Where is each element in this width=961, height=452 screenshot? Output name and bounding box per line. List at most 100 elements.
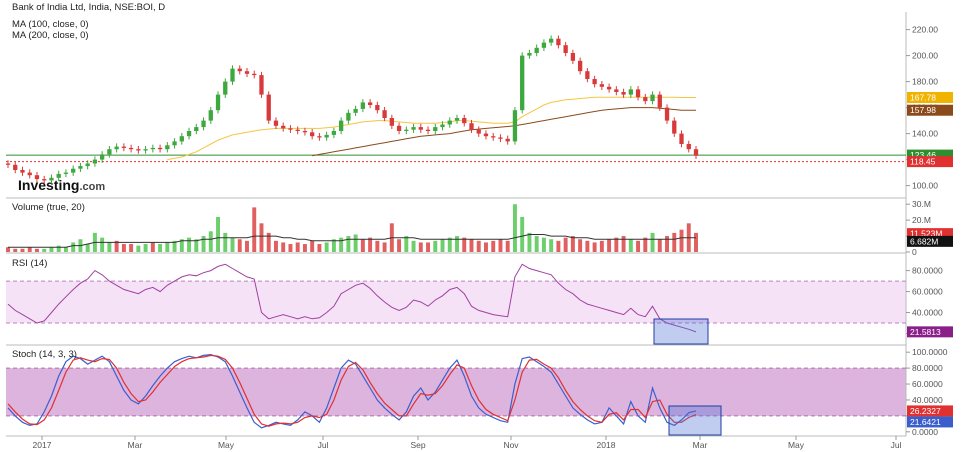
volume-bar <box>27 247 32 252</box>
candle-body <box>49 177 54 181</box>
volume-bar <box>679 229 684 252</box>
volume-bar <box>375 240 380 252</box>
volume-bar <box>491 240 496 252</box>
candle-body <box>592 79 597 85</box>
candle-body <box>208 110 213 121</box>
volume-bar <box>295 242 300 252</box>
candle-body <box>382 110 387 118</box>
price-badge-bg <box>907 149 953 161</box>
chart-title: Bank of India Ltd, India, NSE:BOI, D <box>12 2 165 13</box>
x-tick-label: Mar <box>128 440 143 450</box>
volume-bar <box>498 239 503 252</box>
price-badge-bg <box>907 156 953 168</box>
volume-bar <box>266 232 271 252</box>
x-tick-label: Sep <box>410 440 425 450</box>
volume-bar <box>556 240 561 252</box>
rsi-guide-lines <box>6 280 906 324</box>
x-tick-label: May <box>788 440 805 450</box>
volume-bar <box>20 248 25 252</box>
volume-bar <box>100 237 105 252</box>
candle-body <box>628 89 633 95</box>
candle-body <box>346 112 351 121</box>
volume-bar <box>433 240 438 252</box>
legend-ma100: MA (100, close, 0) <box>12 19 89 30</box>
volume-bar <box>621 236 626 252</box>
volume-bar <box>223 232 228 252</box>
stoch-band-group <box>6 368 906 416</box>
candle-body <box>585 71 590 79</box>
volume-bar <box>426 242 431 252</box>
volume-bar <box>346 236 351 252</box>
volume-bar <box>694 232 698 252</box>
candle-body <box>92 159 98 164</box>
volume-bar <box>317 244 322 252</box>
volume-bar <box>484 242 488 252</box>
volume-bar <box>578 239 583 252</box>
investing-logo: Investing.com <box>18 177 105 193</box>
volume-bar <box>455 236 459 252</box>
stoch-badge-bg <box>907 405 953 417</box>
volume-bar <box>643 237 648 252</box>
price-tick-label: 180.00 <box>912 77 938 87</box>
candle-body <box>643 97 648 102</box>
volume-bar <box>194 239 199 252</box>
candle-body <box>56 173 61 178</box>
volume-bar <box>273 240 278 252</box>
candle-body <box>491 136 496 138</box>
candle-body <box>230 68 235 82</box>
price-level-lines <box>6 154 906 163</box>
volume-bar <box>179 239 184 252</box>
candle-body <box>121 146 127 148</box>
volume-bar <box>114 240 119 252</box>
candle-body <box>693 149 699 156</box>
ma100-line <box>167 96 696 161</box>
candle-body <box>389 118 394 126</box>
volume-bar <box>216 216 220 252</box>
x-axis-ticks: 2017 Mar May Jul Sep Nov 2018 Mar May Jul <box>33 436 902 450</box>
candle-body <box>672 120 677 134</box>
candle-body <box>317 136 322 138</box>
candle-body <box>353 108 358 113</box>
candle-body <box>27 172 32 176</box>
volume-bar <box>331 239 336 252</box>
candle-body <box>469 123 474 130</box>
stoch-highlight-box <box>668 405 722 436</box>
candle-body <box>418 127 423 130</box>
volume-bar <box>440 239 445 252</box>
candle-body <box>338 120 344 131</box>
candle-body <box>556 38 561 46</box>
volume-bar <box>585 240 590 252</box>
candle-body <box>114 146 119 150</box>
candle-body <box>635 89 641 98</box>
stoch-tick-label: 80.0000 <box>912 363 943 373</box>
candle-body <box>34 175 40 180</box>
volume-bar <box>665 236 670 252</box>
volume-bar <box>230 237 235 252</box>
candle-body <box>331 131 337 135</box>
volume-bar <box>599 240 604 252</box>
candle-body <box>136 149 141 151</box>
volume-bar <box>6 247 10 252</box>
candle-body <box>215 94 221 111</box>
volume-bar <box>34 248 39 252</box>
volume-bar <box>418 242 423 252</box>
candle-body <box>128 147 134 150</box>
x-tick-label: Jul <box>891 440 902 450</box>
rsi-badge-bg <box>907 326 953 338</box>
volume-bar <box>63 247 68 252</box>
candle-body <box>5 163 11 165</box>
candle-body <box>454 118 460 121</box>
volume-bar <box>636 240 641 252</box>
legend-rsi: RSI (14) <box>12 258 47 269</box>
volume-bar <box>85 244 90 252</box>
volume-bar <box>476 240 481 252</box>
rsi-tick-label: 80.0000 <box>912 266 943 276</box>
volume-badge-bg <box>907 235 953 247</box>
price-tick-label: 140.00 <box>912 129 938 139</box>
candle-body <box>657 94 662 108</box>
volume-bar <box>527 232 532 252</box>
candle-body <box>259 75 264 95</box>
volume-bar <box>570 236 575 252</box>
